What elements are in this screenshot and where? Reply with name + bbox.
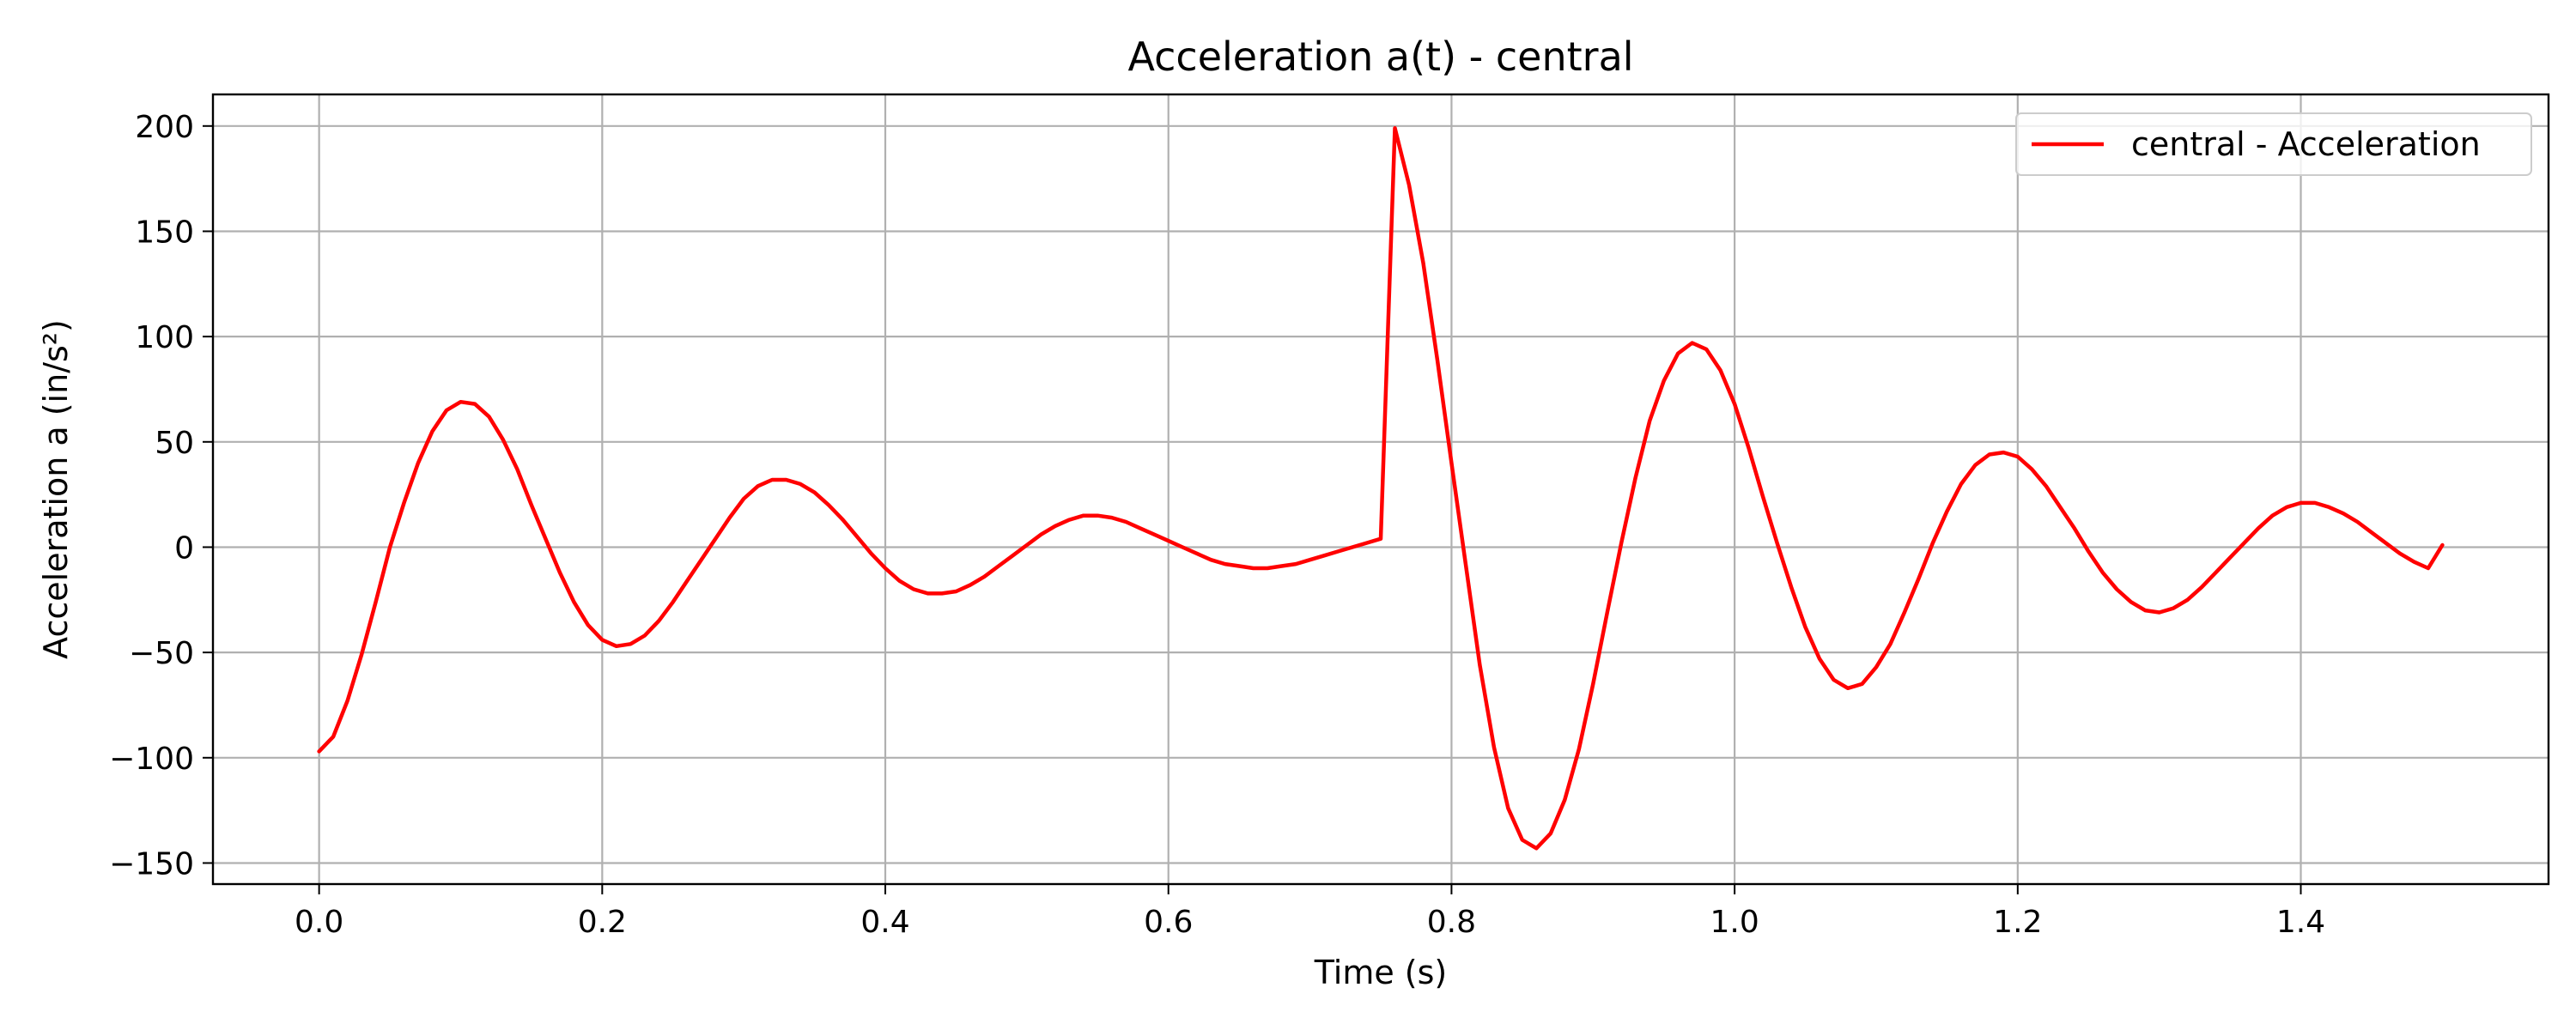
legend: central - Acceleration <box>2015 112 2532 176</box>
chart-title: Acceleration a(t) - central <box>1127 33 1633 80</box>
x-tick-label: 0.8 <box>1427 905 1476 940</box>
x-tick-label: 0.2 <box>578 905 627 940</box>
legend-box <box>2015 112 2532 176</box>
y-tick-label: 50 <box>155 426 194 461</box>
series-line-central-acceleration <box>317 126 2445 851</box>
legend-entry-central-acceleration: central - Acceleration <box>2131 125 2481 163</box>
x-tick-label: 1.0 <box>1710 905 1759 940</box>
x-axis-label: Time (s) <box>1314 954 1448 991</box>
x-tick-label: 1.2 <box>1993 905 2042 940</box>
y-tick-label: 0 <box>174 530 194 566</box>
y-tick-label: 100 <box>135 320 194 355</box>
y-axis-label: Acceleration a (in/s²) <box>37 319 75 659</box>
y-tick-label: −100 <box>109 742 194 777</box>
y-tick-label: 150 <box>135 215 194 250</box>
grid <box>213 94 2549 884</box>
y-tick-label: −150 <box>109 846 194 882</box>
x-tick-label: 0.0 <box>295 905 343 940</box>
series-layer <box>317 126 2445 851</box>
x-tick-label: 0.4 <box>860 905 909 940</box>
y-tick-label: −50 <box>129 636 194 671</box>
y-tick-label: 200 <box>135 110 194 145</box>
x-tick-label: 0.6 <box>1144 905 1193 940</box>
x-axis: 0.0 0.2 0.4 0.6 0.8 1.0 1.2 1.4 <box>295 884 2325 940</box>
plot-frame <box>211 93 2550 886</box>
x-tick-label: 1.4 <box>2276 905 2325 940</box>
y-axis: −150 −100 −50 0 50 100 150 200 <box>109 110 213 882</box>
